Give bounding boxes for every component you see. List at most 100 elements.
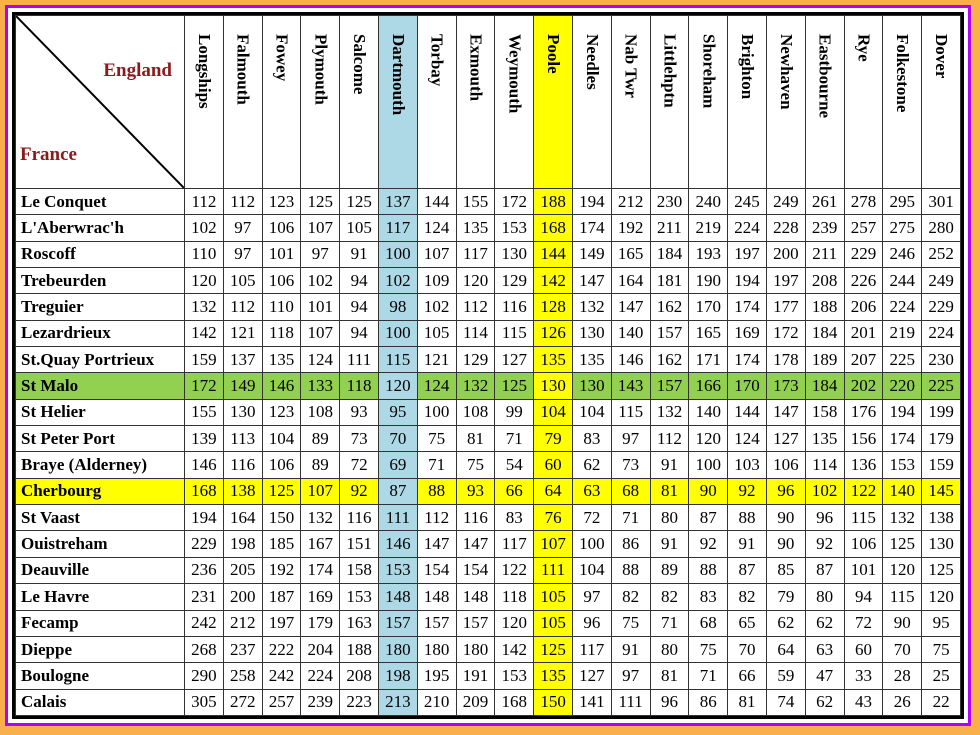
column-header-shoreham: Shoreham [688,15,729,189]
column-header-littlehptn: Littlehptn [649,15,690,189]
column-header-nab-twr: Nab Twr [610,15,651,189]
distance-cell: 179 [921,425,961,453]
distance-cell: 137 [222,346,263,374]
distance-cell: 147 [416,530,457,558]
distance-cell: 114 [804,451,845,479]
distance-cell: 204 [300,635,341,664]
distance-cell: 127 [765,425,806,453]
table-row: Le Conquet 112 112 123 125 125 137 144 155 172 188… [15,187,961,216]
distance-cell: 244 [882,267,923,295]
distance-cell: 79 [533,425,573,453]
distance-cell: 132 [882,504,923,532]
row-header: St Peter Port [15,425,185,453]
distance-cell: 301 [921,187,961,216]
distance-cell: 122 [494,556,535,585]
distance-cell: 118 [339,372,379,400]
distance-cell: 112 [649,425,690,453]
distance-cell: 207 [843,346,884,374]
distance-cell: 72 [843,609,884,637]
distance-cell: 135 [533,662,573,690]
table-row: Cherbourg 168 138 125 107 92 87 88 93 66 64 63 68 81 9… [15,477,961,506]
distance-cell: 127 [571,662,612,690]
distance-cell: 106 [765,451,806,479]
distance-cell: 224 [921,319,961,348]
distance-table: England France Longships Falmouth Fowey Ply… [15,15,961,717]
column-header-weymouth: Weymouth [494,15,535,189]
distance-cell: 228 [765,214,806,242]
distance-cell: 239 [804,214,845,242]
distance-cell: 143 [610,372,651,400]
distance-cell: 148 [455,583,496,611]
distance-cell: 280 [921,214,961,242]
distance-cell: 240 [688,187,729,216]
distance-cell: 158 [804,398,845,427]
distance-cell: 224 [882,293,923,321]
row-header: L'Aberwrac'h [15,214,185,242]
distance-cell: 165 [688,319,729,348]
distance-cell: 62 [804,688,845,717]
distance-cell: 249 [765,187,806,216]
column-header-fowey: Fowey [261,15,302,189]
distance-cell: 125 [882,530,923,558]
distance-cell: 208 [339,662,379,690]
distance-cell: 76 [533,504,573,532]
column-header-label: Longships [194,34,214,109]
column-header-longships: Longships [184,15,224,189]
distance-cell: 213 [377,688,418,717]
column-header-label: Dover [932,34,952,79]
distance-cell: 147 [455,530,496,558]
distance-cell: 82 [649,583,690,611]
distance-cell: 169 [300,583,341,611]
distance-cell: 220 [882,372,923,400]
distance-cell: 135 [533,346,573,374]
distance-cell: 87 [688,504,729,532]
distance-cell: 174 [300,556,341,585]
distance-cell: 70 [377,425,418,453]
distance-cell: 90 [765,530,806,558]
distance-cell: 65 [727,609,767,637]
distance-cell: 103 [727,451,767,479]
distance-cell: 135 [571,346,612,374]
distance-cell: 172 [765,319,806,348]
distance-cell: 111 [610,688,651,717]
distance-cell: 177 [765,293,806,321]
distance-cell: 102 [416,293,457,321]
distance-cell: 121 [222,319,263,348]
distance-cell: 91 [727,530,767,558]
distance-cell: 125 [300,187,341,216]
distance-cell: 159 [184,346,224,374]
distance-cell: 168 [184,477,224,506]
distance-cell: 68 [688,609,729,637]
row-header: Boulogne [15,662,185,690]
distance-cell: 97 [222,240,263,269]
distance-cell: 28 [882,662,923,690]
distance-cell: 170 [688,293,729,321]
distance-cell: 157 [377,609,418,637]
distance-cell: 111 [377,504,418,532]
distance-cell: 229 [843,240,884,269]
distance-cell: 115 [843,504,884,532]
distance-cell: 125 [261,477,302,506]
distance-cell: 100 [571,530,612,558]
distance-cell: 150 [533,688,573,717]
distance-cell: 117 [455,240,496,269]
distance-cell: 144 [727,398,767,427]
table-row: Dieppe 268 237 222 204 188 180 180 180 142 125 117 9… [15,635,961,664]
distance-cell: 115 [610,398,651,427]
distance-cell: 126 [533,319,573,348]
distance-cell: 90 [765,504,806,532]
distance-cell: 245 [727,187,767,216]
distance-cell: 83 [688,583,729,611]
distance-cell: 107 [300,214,341,242]
distance-cell: 212 [222,609,263,637]
distance-cell: 72 [339,451,379,479]
distance-cell: 115 [882,583,923,611]
distance-cell: 202 [843,372,884,400]
distance-cell: 139 [184,425,224,453]
distance-cell: 62 [804,609,845,637]
distance-cell: 96 [765,477,806,506]
distance-cell: 43 [843,688,884,717]
distance-cell: 105 [416,319,457,348]
table-row: St Malo 172 149 146 133 118 120 124 132 125 130 130… [15,372,961,400]
distance-cell: 81 [727,688,767,717]
